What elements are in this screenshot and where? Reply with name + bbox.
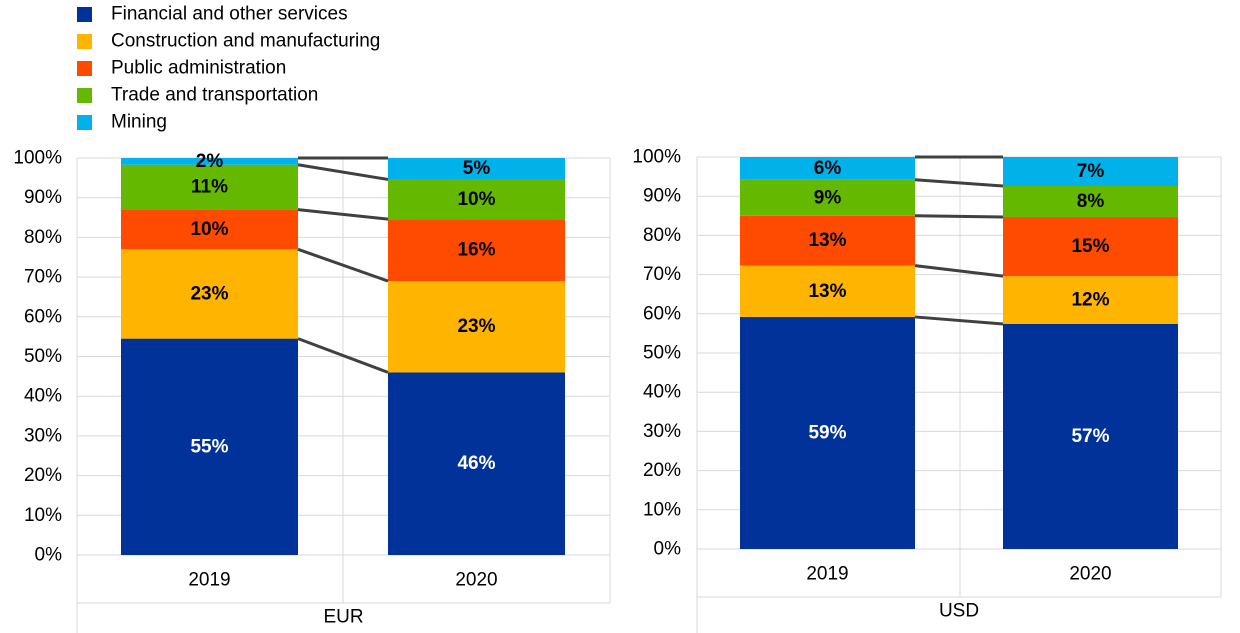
bar-public-administration-2020 [1003, 216, 1178, 277]
bar-trade-and-transportation-2019 [740, 179, 915, 216]
bar-mining-2019 [740, 157, 915, 180]
data-label-mining-2020: 5% [463, 158, 491, 179]
y-tick-label: 0% [654, 539, 682, 560]
bar-construction-and-manufacturing-2020 [1003, 276, 1178, 324]
x-category-label: 2019 [806, 564, 848, 585]
y-tick-label: 90% [643, 186, 681, 207]
y-tick-label: 40% [24, 386, 62, 407]
bar-financial-and-other-services-2019 [121, 338, 298, 555]
y-tick-label: 30% [24, 425, 62, 446]
bar-trade-and-transportation-2019 [121, 164, 298, 210]
legend-swatch-construction-and-manufacturing [77, 34, 92, 49]
series-connector-line [914, 264, 1004, 278]
chart-panel-eur: 0% 10% 20% 30% 40% 50% 60% 70% 80% 90% 100% 55% 23% 1… [13, 148, 611, 633]
bar-public-administration-2019 [740, 215, 915, 266]
data-label-public-administration-2020: 16% [457, 240, 495, 261]
data-label-mining-2019: 2% [196, 151, 224, 172]
series-connector-line [297, 337, 389, 374]
legend-label-trade-and-transportation: Trade and transportation [111, 85, 318, 106]
bar-financial-and-other-services-2020 [1003, 323, 1178, 549]
y-tick-label: 20% [643, 460, 681, 481]
series-connector-line [914, 214, 1004, 219]
data-label-trade-and-transportation-2020: 8% [1077, 191, 1105, 212]
group-label: EUR [323, 607, 363, 628]
legend-swatch-public-administration [77, 61, 92, 76]
data-label-mining-2019: 6% [814, 158, 842, 179]
legend-swatch-financial-and-other-services [77, 7, 92, 22]
x-category-label: 2019 [188, 570, 230, 591]
data-label-public-administration-2019: 10% [190, 219, 228, 240]
data-label-public-administration-2020: 15% [1071, 236, 1109, 257]
bar-financial-and-other-services-2020 [388, 372, 565, 555]
y-tick-label: 30% [643, 421, 681, 442]
y-tick-label: 40% [643, 382, 681, 403]
legend: Financial and other services Construction… [77, 4, 380, 133]
data-label-trade-and-transportation-2020: 10% [457, 189, 495, 210]
data-label-construction-and-manufacturing-2019: 23% [190, 283, 228, 304]
y-tick-label: 70% [24, 267, 62, 288]
data-label-public-administration-2019: 13% [808, 230, 846, 251]
data-label-financial-and-other-services-2020: 57% [1071, 426, 1109, 447]
bar-public-administration-2019 [121, 209, 298, 250]
data-label-mining-2020: 7% [1077, 161, 1105, 182]
series-connector-line [297, 163, 389, 181]
data-label-financial-and-other-services-2020: 46% [457, 453, 495, 474]
legend-label-public-administration: Public administration [111, 58, 286, 79]
legend-swatch-mining [77, 115, 92, 130]
y-tick-label: 10% [643, 499, 681, 520]
data-label-financial-and-other-services-2019: 59% [808, 422, 846, 443]
y-tick-label: 50% [643, 343, 681, 364]
data-label-construction-and-manufacturing-2020: 12% [1071, 290, 1109, 311]
bar-mining-2020 [388, 158, 565, 180]
y-tick-label: 20% [24, 465, 62, 486]
legend-label-mining: Mining [111, 112, 167, 133]
x-category-label: 2020 [1069, 564, 1111, 585]
y-tick-label: 0% [35, 545, 63, 566]
data-label-financial-and-other-services-2019: 55% [190, 436, 228, 457]
y-tick-label: 70% [643, 264, 681, 285]
bar-public-administration-2020 [388, 219, 565, 282]
legend-label-construction-and-manufacturing: Construction and manufacturing [111, 31, 380, 52]
series-connector-line [297, 247, 389, 283]
bar-construction-and-manufacturing-2020 [388, 281, 565, 373]
bar-financial-and-other-services-2019 [740, 316, 915, 549]
bar-mining-2020 [1003, 157, 1178, 187]
y-tick-label: 10% [24, 505, 62, 526]
series-connector-line [297, 208, 389, 221]
bar-trade-and-transportation-2020 [1003, 186, 1178, 217]
bar-construction-and-manufacturing-2019 [740, 265, 915, 317]
legend-label-financial-and-other-services: Financial and other services [111, 4, 348, 25]
x-category-label: 2020 [455, 570, 497, 591]
data-label-construction-and-manufacturing-2020: 23% [457, 316, 495, 337]
y-tick-label: 90% [24, 187, 62, 208]
y-tick-label: 60% [643, 303, 681, 324]
bar-mining-2019 [121, 158, 298, 165]
y-tick-label: 80% [24, 227, 62, 248]
y-tick-label: 100% [13, 148, 62, 169]
data-label-trade-and-transportation-2019: 11% [191, 177, 228, 198]
chart-panel-usd: 0% 10% 20% 30% 40% 50% 60% 70% 80% 90% 100% 59% 13% 1… [632, 147, 1222, 633]
y-tick-label: 100% [632, 147, 681, 168]
group-label: USD [939, 601, 979, 622]
bar-construction-and-manufacturing-2019 [121, 249, 298, 339]
y-tick-label: 50% [24, 346, 62, 367]
legend-swatch-trade-and-transportation [77, 88, 92, 103]
series-connector-line [914, 315, 1004, 326]
data-label-trade-and-transportation-2019: 9% [814, 187, 842, 208]
data-label-construction-and-manufacturing-2019: 13% [808, 281, 846, 302]
y-tick-label: 60% [24, 306, 62, 327]
y-tick-label: 80% [643, 225, 681, 246]
series-connector-line [914, 178, 1004, 188]
bar-trade-and-transportation-2020 [388, 179, 565, 220]
